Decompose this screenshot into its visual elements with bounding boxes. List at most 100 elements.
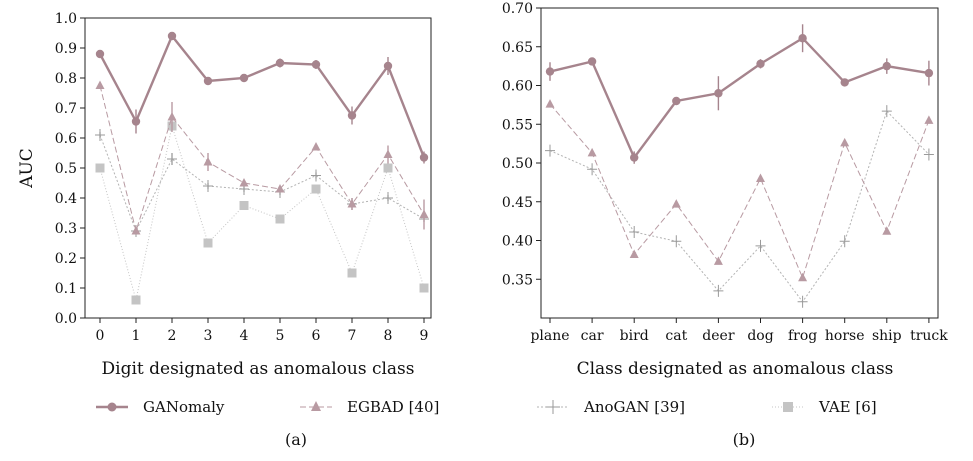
data-point [797,295,808,308]
data-point [275,58,285,68]
data-point [923,148,934,161]
series-anogan [95,129,429,237]
y-tick-label: 0.45 [502,195,533,211]
series-line-ganomaly [549,36,930,160]
legend-marker-egbad [311,401,321,411]
legend-item-anogan: AnoGAN [39] [537,398,685,416]
data-point [275,214,285,224]
x-tick-label: bird [620,328,649,344]
data-point [419,209,429,218]
data-point [629,249,639,258]
y-tick-label: 0.70 [502,1,533,17]
data-point [347,268,357,278]
x-axis-label-b: Class designated as anomalous class [577,359,894,379]
data-point [798,272,808,282]
x-tick-label: 9 [420,328,429,344]
legend-label-anogan: AnoGAN [39] [583,398,685,416]
data-point [131,226,141,235]
data-point [383,192,393,204]
y-axis-ticks-a: 0.0 0.1 0.2 0.3 0.4 0.5 0.6 0.7 0.8 0.9 1.0 [55,11,85,327]
series-line-anogan [549,110,930,303]
series-group-b [545,24,934,308]
y-tick-label: 0.1 [55,281,77,297]
chart-panel-b: 0.350.400.450.500.550.600.650.70 plane ca… [502,1,948,449]
data-point [756,59,765,68]
y-tick-label: 0.35 [502,272,533,288]
data-point [239,73,249,83]
series-group-a [95,31,429,305]
data-point [840,78,849,87]
chart-panel-a: 0.0 0.1 0.2 0.3 0.4 0.5 0.6 0.7 0.8 0.9 1.0 0 1 2 3 4 5… [17,11,432,449]
y-tick-label: 0.65 [502,40,533,56]
y-tick-label: 0.7 [55,101,77,117]
x-axis-label-a: Digit designated as anomalous class [102,359,415,379]
x-tick-label: 5 [276,328,285,344]
series-anogan [545,105,934,308]
caption-b: (b) [733,430,756,449]
data-point [630,153,639,162]
data-point [167,153,177,165]
data-point [311,60,321,69]
data-point [95,80,105,89]
data-point [545,99,555,108]
data-point [95,49,105,59]
x-tick-label: plane [530,328,569,344]
y-tick-label: 0.3 [55,221,77,237]
data-point [713,256,723,265]
y-tick-label: 0.5 [55,161,77,177]
data-point [882,61,891,71]
series-ganomaly [95,31,429,164]
data-point [347,111,357,120]
data-point [203,238,213,248]
data-point [713,284,724,297]
x-tick-label: deer [702,328,735,344]
legend: GANomaly EGBAD [40] AnoGAN [39] VAE [6] [96,398,877,416]
data-point [629,225,640,238]
data-point [203,157,213,166]
y-tick-label: 0.50 [502,156,533,172]
data-point [131,117,141,126]
x-tick-label: dog [747,328,773,344]
x-tick-label: 3 [204,328,213,344]
x-tick-label: horse [825,328,865,344]
data-point [311,169,321,182]
data-point [755,239,766,252]
data-point [203,180,213,192]
legend-label-ganomaly: GANomaly [143,398,225,416]
data-point [882,226,892,235]
y-tick-label: 0.8 [55,71,77,87]
series-line-vae [99,125,425,301]
legend-label-egbad: EGBAD [40] [347,398,439,416]
y-tick-label: 0.4 [55,191,77,207]
data-point [95,163,105,173]
data-point [840,137,850,147]
plot-area-a [84,17,432,319]
legend-marker-anogan [546,400,560,414]
series-line-egbad [549,103,930,280]
x-axis-ticks-b: plane car bird cat deer dog frog horse ship truck [530,318,948,344]
x-tick-label: truck [910,328,948,344]
data-point [167,112,177,121]
y-tick-label: 0.55 [502,117,533,133]
y-axis-ticks-b: 0.35 0.40 0.45 0.50 0.55 0.60 0.65 0.70 [502,1,541,288]
series-ganomaly [545,24,934,164]
data-point [311,184,321,194]
series-line-egbad [99,85,425,233]
y-tick-label: 0.0 [55,311,77,327]
x-tick-label: cat [665,328,687,344]
x-tick-label: ship [872,328,902,344]
legend-item-egbad: EGBAD [40] [300,398,439,416]
x-tick-label: 0 [96,328,105,344]
y-tick-label: 0.6 [55,131,77,147]
legend-marker-vae [783,402,793,412]
y-tick-label: 0.40 [502,234,533,250]
series-line-anogan [99,134,425,233]
data-point [671,199,681,208]
data-point [95,129,105,141]
y-axis-label-a: AUC [17,148,37,189]
x-tick-label: car [581,328,604,344]
data-point [419,283,429,293]
legend-item-vae: VAE [6] [772,398,877,416]
y-tick-label: 0.60 [502,79,533,95]
